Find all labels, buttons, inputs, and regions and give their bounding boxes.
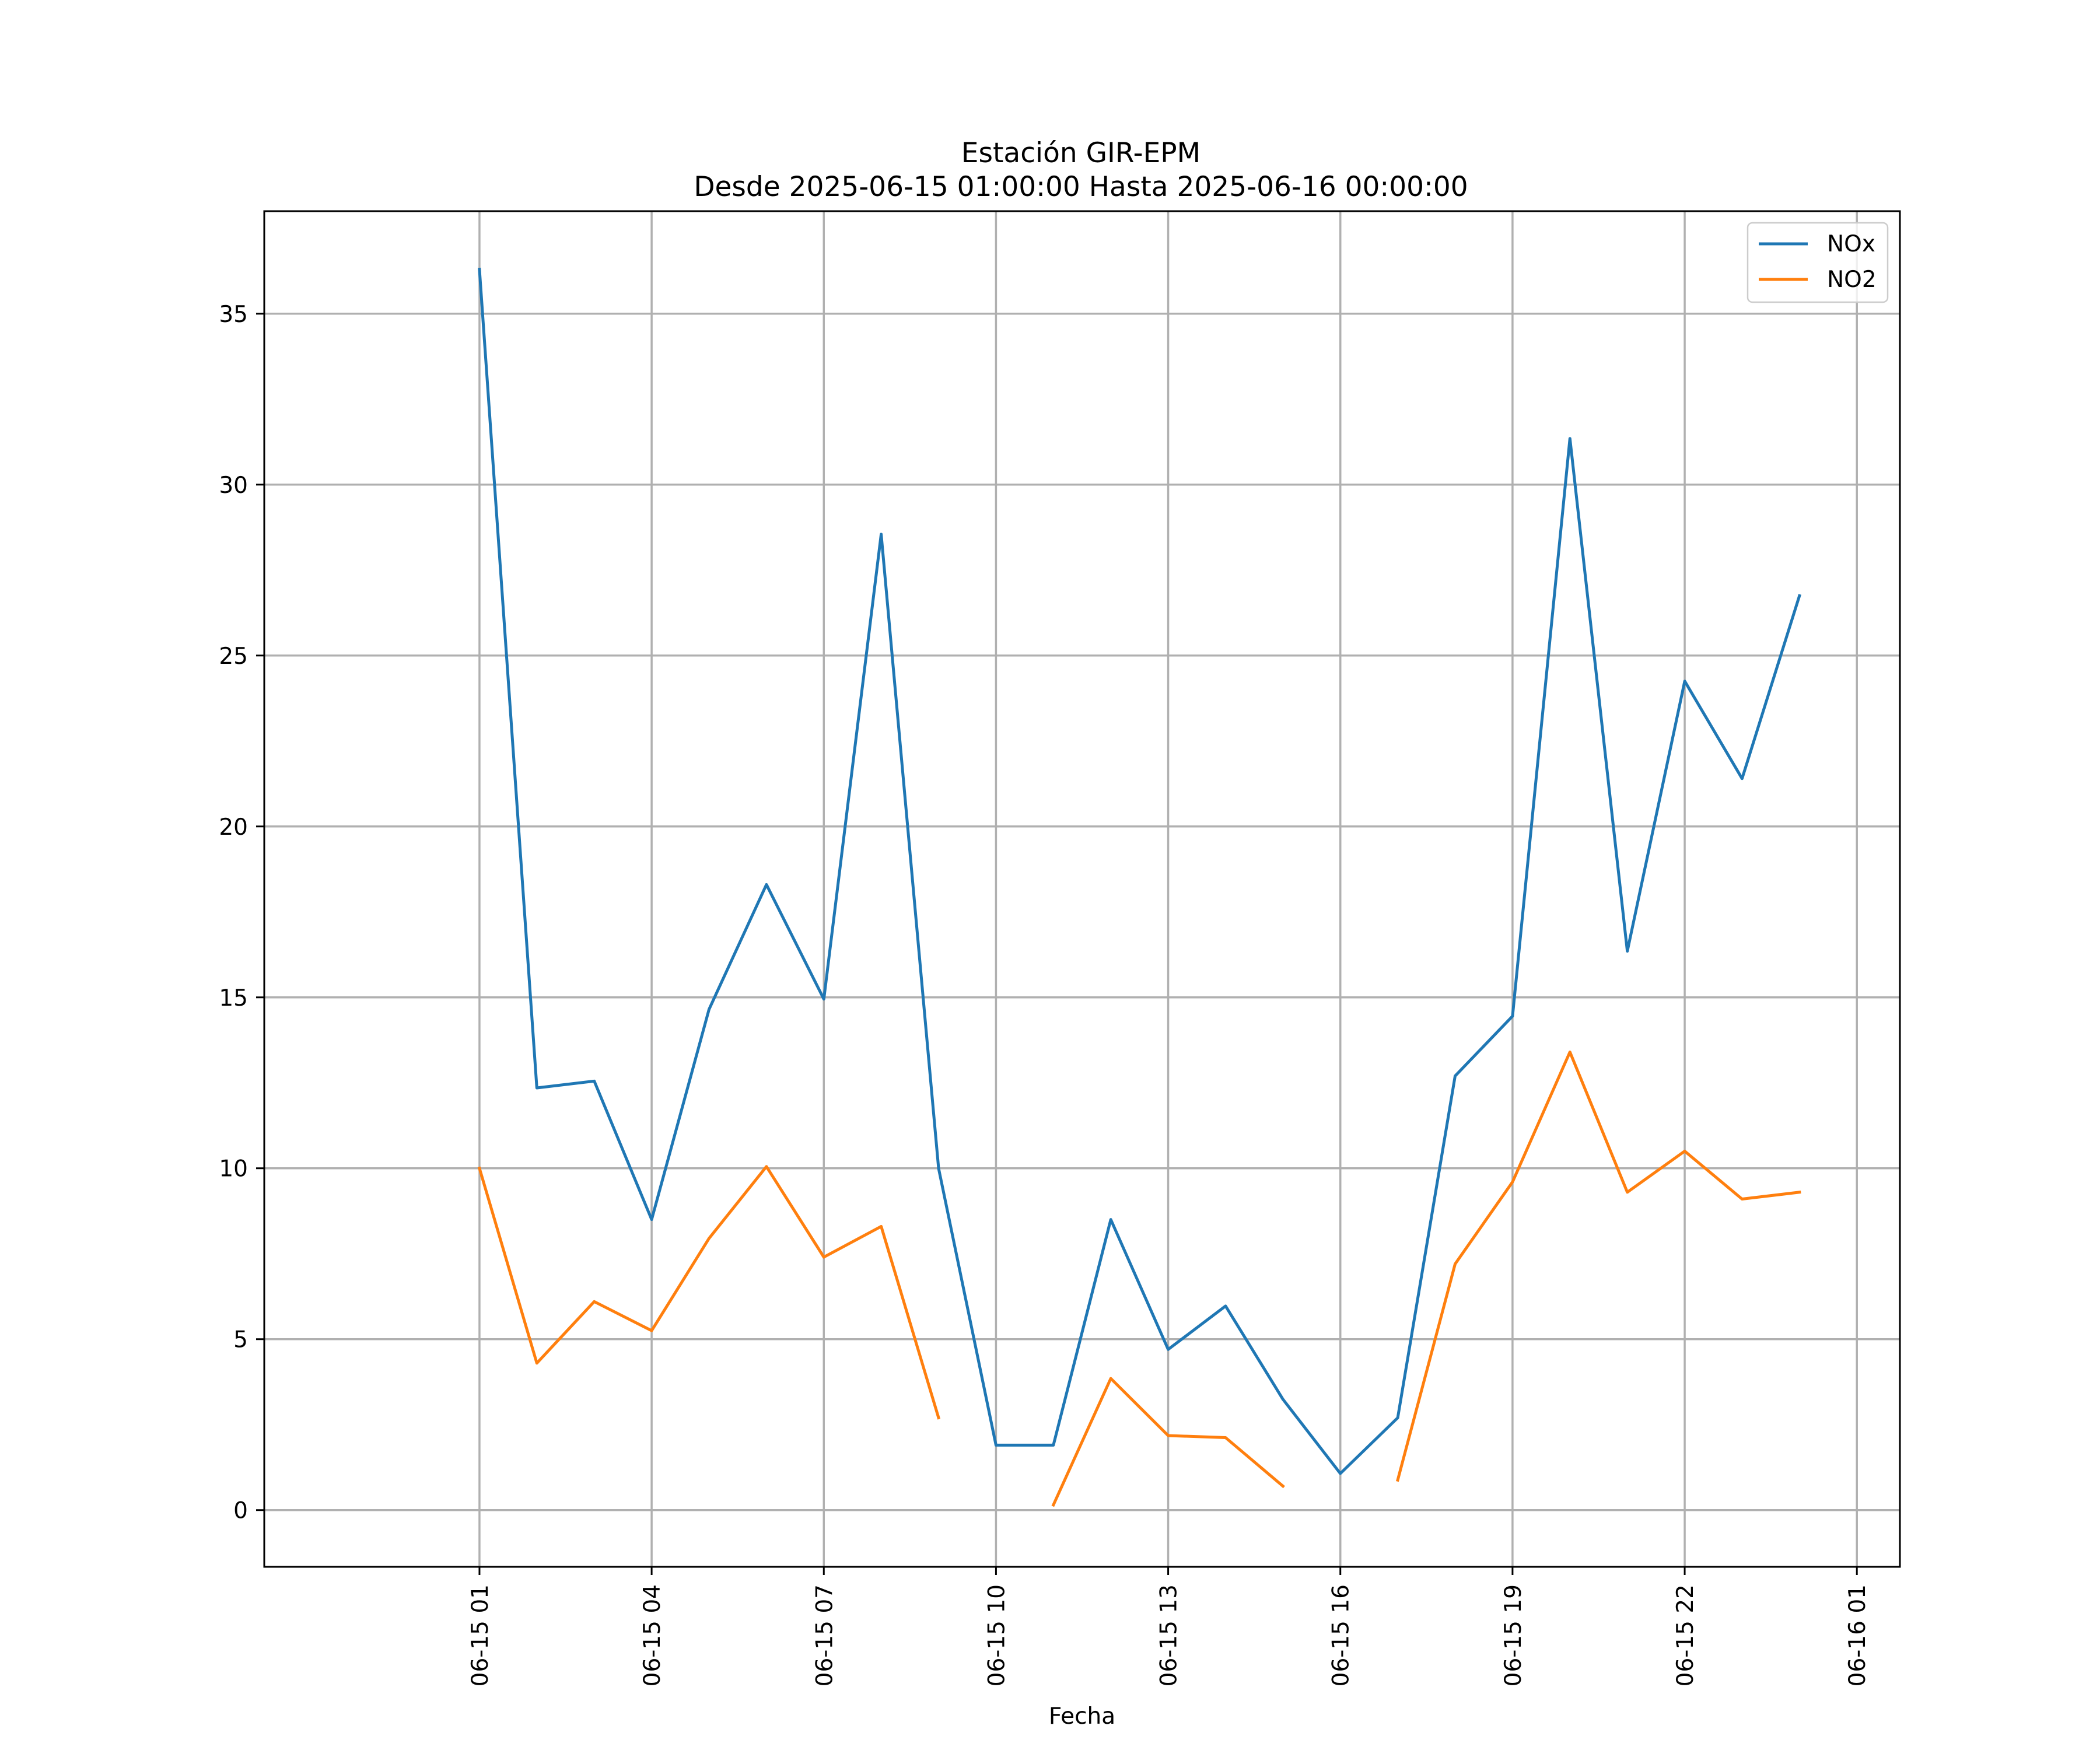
y-tick-label: 30	[219, 473, 248, 499]
x-tick-label: 06-16 01	[1845, 1584, 1871, 1686]
legend-label-nox: NOx	[1827, 231, 1875, 257]
y-tick-label: 15	[219, 985, 248, 1012]
y-tick-label: 10	[219, 1156, 248, 1182]
plot-series	[477, 267, 1801, 1507]
x-tick-label: 06-15 16	[1328, 1584, 1354, 1686]
legend-label-no2: NO2	[1827, 267, 1877, 293]
y-tick-label: 20	[219, 814, 248, 841]
y-axis-ticks: 0 5 10 15 20 25 30 35	[219, 302, 264, 1524]
x-tick-label: 06-15 10	[984, 1584, 1010, 1686]
x-tick-label: 06-15 04	[639, 1584, 666, 1686]
chart-title: Estación GIR-EPM	[961, 137, 1200, 169]
x-tick-label: 06-15 13	[1156, 1584, 1182, 1686]
y-tick-label: 25	[219, 643, 248, 670]
x-tick-label: 06-15 22	[1672, 1584, 1699, 1686]
x-tick-label: 06-15 01	[467, 1584, 494, 1686]
x-axis-label: Fecha	[1049, 1703, 1115, 1730]
legend: NOx NO2	[1746, 222, 1889, 303]
series-line-no2	[477, 1051, 1801, 1507]
y-tick-label: 0	[233, 1498, 248, 1524]
x-axis-ticks: 06-15 01 06-15 04 06-15 07 06-15 10 06-15 13…	[467, 1567, 1871, 1686]
series-line-nox	[478, 267, 1801, 1475]
x-tick-label: 06-15 19	[1500, 1584, 1527, 1686]
plot-area-frame	[263, 210, 1901, 1568]
grid-lines	[264, 211, 1900, 1567]
x-tick-label: 06-15 07	[811, 1584, 838, 1686]
chart-subtitle: Desde 2025-06-15 01:00:00 Hasta 2025-06-…	[694, 171, 1468, 203]
y-tick-label: 5	[233, 1327, 248, 1353]
y-tick-label: 35	[219, 302, 248, 328]
